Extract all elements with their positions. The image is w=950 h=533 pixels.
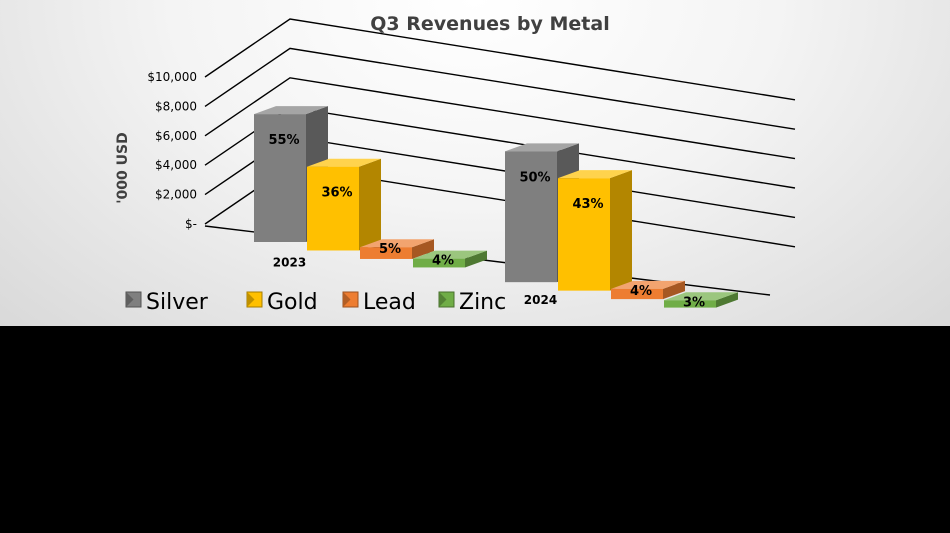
- bar-side: [359, 158, 381, 251]
- bar-front: [505, 151, 557, 283]
- data-label: 50%: [519, 170, 550, 185]
- bar-front: [360, 247, 412, 259]
- chart-area: Q3 Revenues by Metal '000 USD $- $2,000 $4…: [0, 0, 950, 326]
- legend-label: Zinc: [459, 290, 506, 315]
- legend-swatch-shade: [126, 292, 134, 307]
- legend-label: Silver: [146, 290, 209, 315]
- gridline: [204, 77, 796, 160]
- bar-top: [558, 170, 632, 179]
- legend-item-gold: Gold: [246, 290, 318, 315]
- legend: Silver Gold Lead Zinc: [125, 290, 506, 315]
- data-label: 55%: [268, 133, 299, 148]
- blank-area: [0, 326, 950, 533]
- bar-side: [610, 170, 632, 291]
- legend-swatch-shade: [247, 292, 255, 307]
- data-label: 4%: [630, 284, 652, 299]
- gridline: [204, 47, 796, 130]
- legend-item-lead: Lead: [342, 290, 416, 315]
- bar-side: [663, 280, 685, 300]
- y-tick-label: $2,000: [155, 188, 197, 202]
- data-label: 5%: [379, 242, 401, 257]
- bar-top: [360, 239, 434, 248]
- bar-gold-2024: [558, 170, 632, 291]
- bar-top: [413, 250, 487, 259]
- y-tick-label: $10,000: [147, 70, 197, 84]
- legend-item-zinc: Zinc: [438, 290, 506, 315]
- bar-lead-2024: [611, 280, 685, 300]
- bar-side: [465, 250, 487, 268]
- x-category-label: 2024: [524, 293, 557, 307]
- bar-top: [254, 106, 328, 115]
- x-category-label: 2023: [273, 256, 306, 270]
- bar-top: [307, 158, 381, 167]
- bar-top: [611, 280, 685, 289]
- bar-top: [664, 292, 738, 301]
- bar-chart-3d: Q3 Revenues by Metal '000 USD $- $2,000 $4…: [115, 13, 796, 315]
- bar-gold-2023: [307, 158, 381, 251]
- legend-item-silver: Silver: [125, 290, 209, 315]
- bar-side: [412, 239, 434, 259]
- legend-label: Gold: [267, 290, 318, 315]
- data-label: 36%: [321, 186, 352, 201]
- y-tick-label: $6,000: [155, 129, 197, 143]
- legend-label: Lead: [363, 290, 416, 315]
- y-tick-label: $8,000: [155, 99, 197, 113]
- bar-front: [413, 258, 465, 268]
- data-label: 43%: [572, 197, 603, 212]
- legend-swatch-shade: [343, 292, 351, 307]
- bar-front: [611, 288, 663, 300]
- bar-front: [254, 114, 306, 242]
- y-tick-label: $4,000: [155, 158, 197, 172]
- data-label: 4%: [432, 254, 454, 269]
- bar-front: [558, 178, 610, 291]
- y-axis-label: '000 USD: [115, 132, 131, 203]
- bar-zinc-2023: [413, 250, 487, 268]
- bar-front: [664, 300, 716, 308]
- gridline: [204, 18, 796, 101]
- bar-zinc-2024: [664, 292, 738, 308]
- bar-top: [505, 143, 579, 152]
- bar-lead-2023: [360, 239, 434, 259]
- chart-title: Q3 Revenues by Metal: [370, 13, 609, 35]
- bar-front: [307, 166, 359, 251]
- data-label: 3%: [683, 295, 705, 310]
- bar-side: [716, 292, 738, 308]
- legend-swatch-shade: [439, 292, 447, 307]
- y-tick-label: $-: [185, 217, 197, 231]
